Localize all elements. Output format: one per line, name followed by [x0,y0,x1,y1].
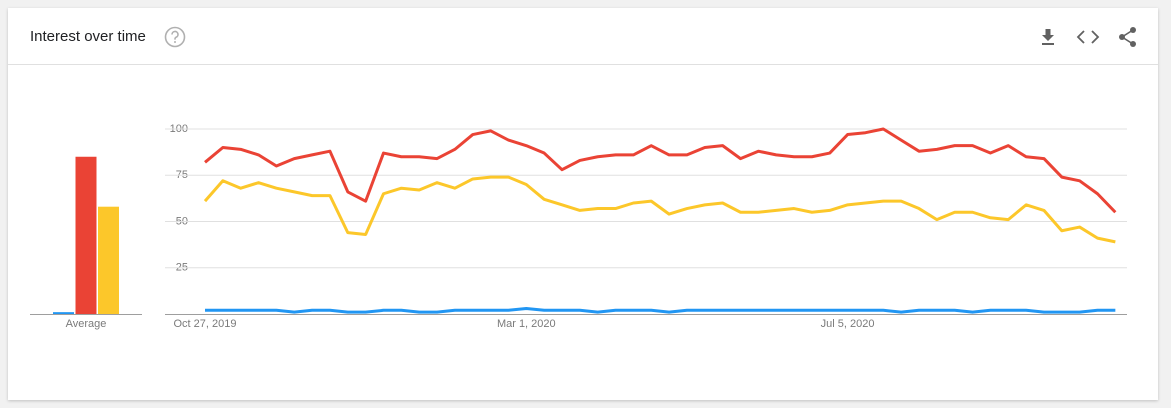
card-title: Interest over time [30,28,146,45]
x-tick-label: Oct 27, 2019 [174,318,237,330]
series-line [204,127,1117,214]
help-icon[interactable] [164,26,186,48]
share-icon[interactable] [1116,25,1140,49]
average-bar [98,206,119,314]
series-line [203,175,1116,244]
average-bar [75,156,97,314]
x-tick-label: Mar 1, 2020 [497,318,556,330]
card: Interest over time [8,8,1158,400]
download-icon[interactable] [1038,27,1058,47]
average-label: Average [66,318,107,330]
series-line [205,306,1116,314]
embed-icon[interactable] [1076,27,1100,47]
average-bar [53,312,74,314]
card-header: Interest over time [8,8,1158,65]
x-tick-label: Jul 5, 2020 [821,318,875,330]
